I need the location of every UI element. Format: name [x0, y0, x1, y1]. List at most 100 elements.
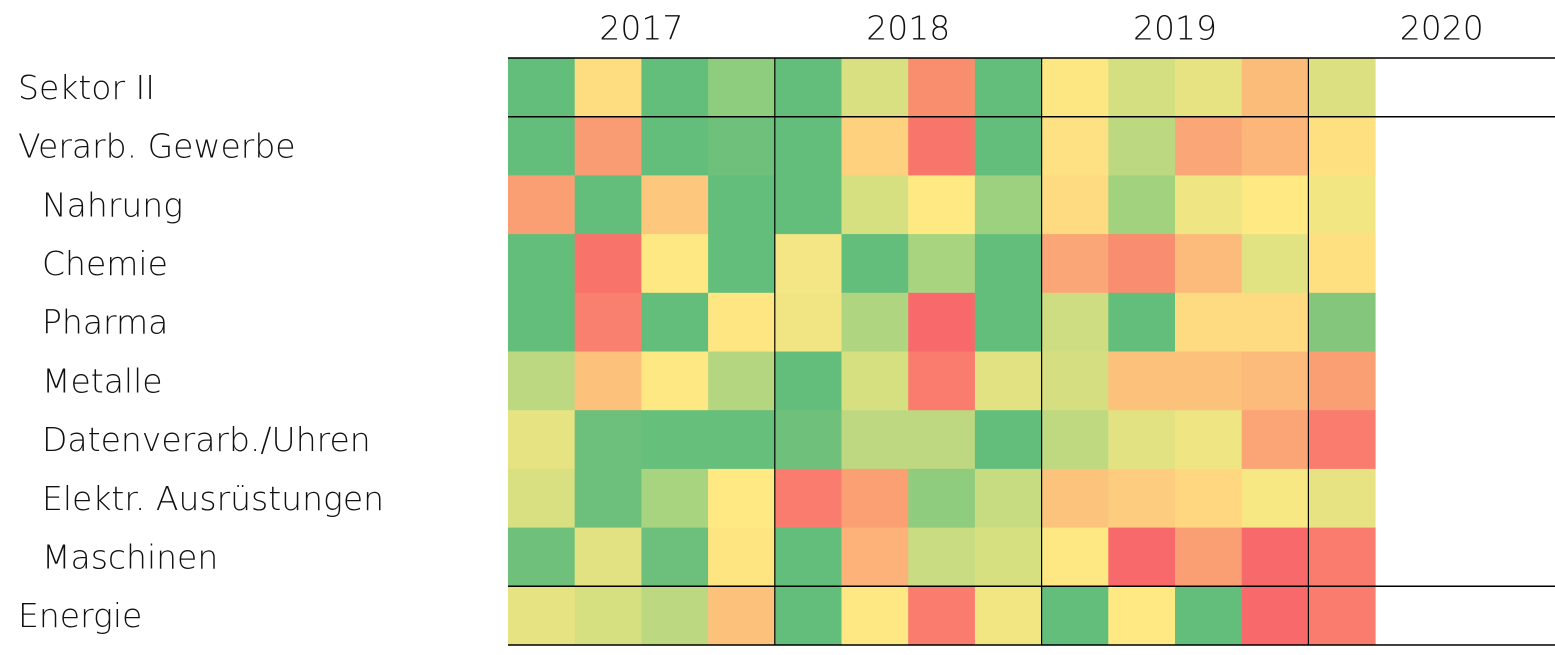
heat-cell: [1041, 351, 1109, 411]
heat-cell: [1241, 468, 1309, 529]
heat-cell: [508, 527, 576, 587]
heat-cell: [708, 586, 776, 646]
heat-cell: [841, 116, 909, 176]
heat-cell: [974, 410, 1043, 470]
heat-cell: [1241, 58, 1309, 118]
row-label: Pharma: [42, 303, 168, 342]
heat-cell: [1108, 410, 1176, 470]
heat-cell: [1108, 527, 1176, 587]
heat-cell: [908, 58, 976, 118]
heat-cell: [908, 586, 976, 646]
heat-cell: [1308, 586, 1376, 646]
heat-cell: [974, 175, 1043, 235]
heat-cell: [974, 527, 1043, 587]
heat-cell: [1241, 175, 1309, 235]
heat-cell: [1308, 58, 1376, 118]
heat-cell: [641, 175, 709, 235]
heat-cell: [1241, 586, 1309, 646]
heat-cell: [1108, 58, 1176, 118]
year-label: 2020: [1400, 9, 1484, 48]
heat-cell: [1175, 234, 1243, 294]
heat-cell: [641, 468, 709, 529]
heat-cell: [508, 58, 576, 118]
heat-cell: [841, 586, 909, 646]
heat-cell: [508, 116, 576, 176]
heat-cell: [1241, 410, 1309, 470]
heat-cell: [1108, 116, 1176, 176]
heat-cell: [774, 410, 842, 470]
heat-cell: [1041, 527, 1109, 587]
heat-cell: [841, 175, 909, 235]
heat-cell: [574, 351, 642, 411]
heat-cell: [908, 292, 976, 352]
heat-cell: [574, 586, 642, 646]
heat-cell: [774, 234, 842, 294]
heat-cell: [708, 468, 776, 529]
heat-cell: [908, 468, 976, 529]
heat-cell: [641, 234, 709, 294]
year-label: 2017: [599, 9, 683, 48]
heat-cell: [974, 116, 1043, 176]
heat-cell: [774, 175, 842, 235]
heat-cell: [1041, 234, 1109, 294]
heat-cell: [1108, 175, 1176, 235]
heat-cell: [841, 351, 909, 411]
heat-cell: [1041, 586, 1109, 646]
heat-cell: [574, 527, 642, 587]
heat-cell: [1041, 116, 1109, 176]
heat-cell: [1175, 175, 1243, 235]
heat-cell: [1108, 292, 1176, 352]
heat-cell: [841, 468, 909, 529]
heat-cell: [774, 351, 842, 411]
heat-cell: [641, 527, 709, 587]
heat-cell: [1241, 527, 1309, 587]
heat-cell: [508, 175, 576, 235]
heat-cell: [1241, 234, 1309, 294]
heat-cell: [641, 351, 709, 411]
heat-cell: [641, 116, 709, 176]
heat-cell: [841, 234, 909, 294]
heat-cell: [1175, 468, 1243, 529]
heat-cell: [708, 351, 776, 411]
heat-cell: [841, 58, 909, 118]
heat-cell: [708, 175, 776, 235]
heat-cell: [1241, 116, 1309, 176]
year-label: 2018: [866, 9, 950, 48]
heat-cell: [708, 234, 776, 294]
row-label: Maschinen: [42, 537, 218, 576]
heat-cell: [908, 410, 976, 470]
heat-cell: [774, 468, 842, 529]
heat-cell: [1041, 58, 1109, 118]
heat-cell: [908, 234, 976, 294]
heat-cell: [708, 116, 776, 176]
heat-cell: [574, 116, 642, 176]
heat-cell: [1108, 468, 1176, 529]
heat-cell: [841, 527, 909, 587]
heat-cell: [1175, 351, 1243, 411]
heat-cell: [908, 527, 976, 587]
heat-cell: [1175, 410, 1243, 470]
heat-cell: [974, 234, 1043, 294]
heat-cell: [974, 292, 1043, 352]
year-label: 2019: [1133, 9, 1217, 48]
heat-cell: [841, 410, 909, 470]
heat-cell: [1108, 351, 1176, 411]
heat-cell: [1308, 292, 1376, 352]
heat-cell: [574, 175, 642, 235]
heat-cell: [708, 527, 776, 587]
heat-cell: [508, 468, 576, 529]
heat-cell: [974, 351, 1043, 411]
heat-cell: [708, 292, 776, 352]
heat-cell: [974, 58, 1043, 118]
heat-cell: [508, 586, 576, 646]
heat-cell: [774, 58, 842, 118]
row-label: Metalle: [42, 361, 163, 400]
heat-cell: [508, 351, 576, 411]
heat-cell: [1308, 351, 1376, 411]
heat-cell: [1175, 58, 1243, 118]
heat-cell: [508, 292, 576, 352]
heat-cell: [774, 586, 842, 646]
heat-cell: [574, 234, 642, 294]
heat-cell: [1308, 175, 1376, 235]
